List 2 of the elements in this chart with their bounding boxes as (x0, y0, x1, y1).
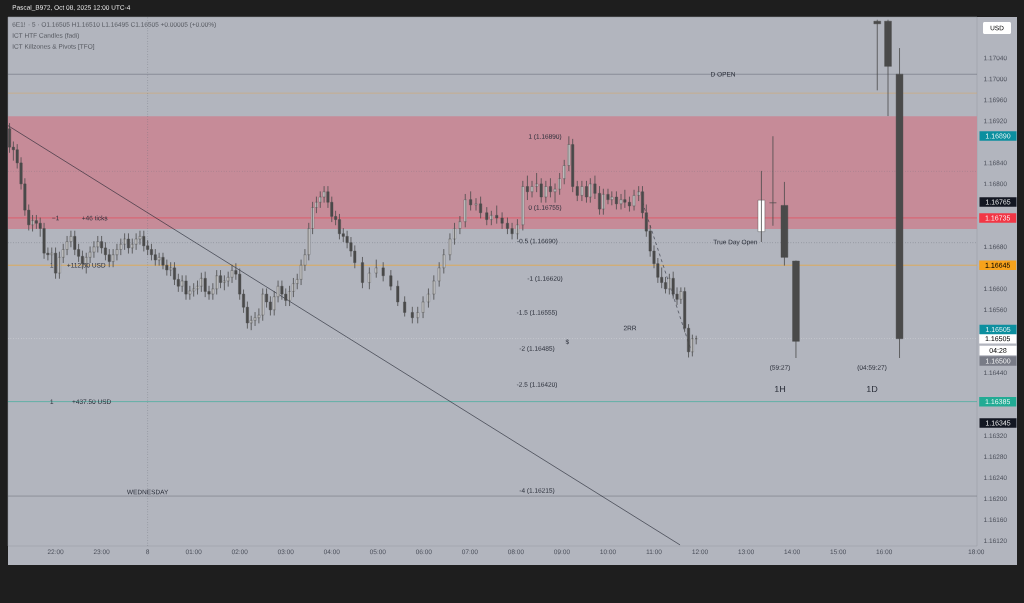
annotation: 1D (866, 385, 878, 393)
annotation: 1H (774, 385, 786, 393)
